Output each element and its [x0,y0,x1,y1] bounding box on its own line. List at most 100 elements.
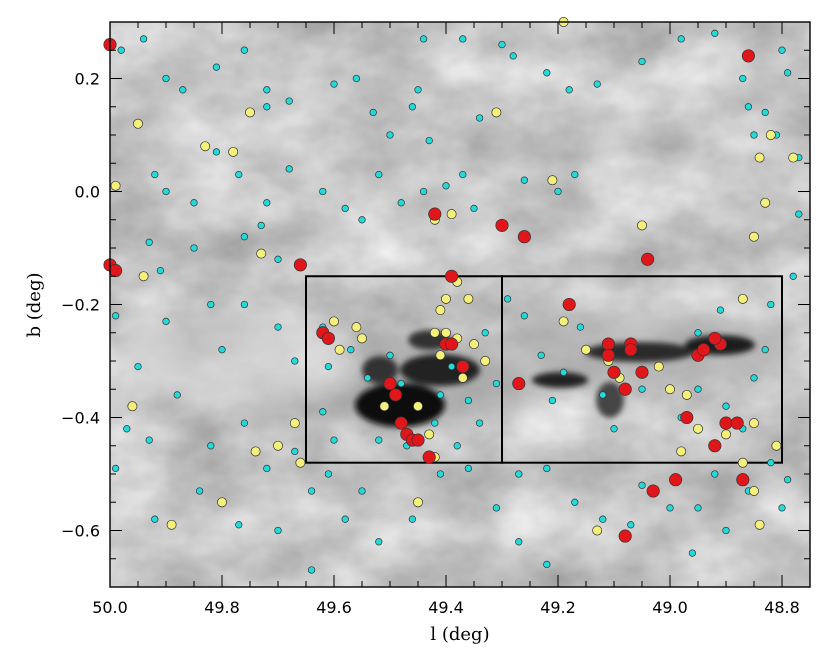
data-point [151,515,159,523]
data-point [754,519,765,530]
data-point [111,464,120,473]
data-point [166,519,177,530]
data-point [760,197,771,208]
data-point [156,266,165,275]
data-point [441,327,451,338]
data-point [445,269,459,283]
data-point [475,114,484,122]
data-point [618,529,632,543]
data-point [413,497,423,508]
data-point [565,86,573,94]
data-point [559,368,568,376]
data-point [459,35,467,43]
data-point [543,69,551,77]
data-point [618,382,632,396]
data-point [470,204,478,213]
data-point [358,487,366,495]
data-point [498,40,506,49]
data-point [352,74,361,83]
data-point [711,29,719,37]
data-point [697,343,711,357]
data-point [515,470,523,478]
background-map [110,22,810,587]
data-point [646,484,660,498]
data-point [207,300,215,309]
data-point [459,170,467,179]
data-point [481,329,489,337]
data-point [537,351,545,359]
data-point [739,74,747,83]
data-point [285,97,293,105]
data-point [133,118,143,129]
region-box-2 [501,275,783,464]
data-point [599,391,607,399]
data-point [419,35,428,43]
data-point [593,80,601,88]
data-point [722,402,730,410]
data-point [389,388,403,402]
data-point [509,52,517,60]
data-point [162,74,170,83]
data-point [408,515,417,523]
data-point [749,486,759,496]
data-point [547,175,558,186]
data-point [543,560,551,569]
data-point [610,425,618,433]
data-point [217,497,227,508]
data-point [414,86,422,94]
data-point [369,108,377,117]
data-point [109,264,123,278]
data-point [744,103,753,111]
data-point [329,316,339,327]
data-point [765,130,776,140]
data-point [749,418,759,429]
data-point [293,258,307,272]
data-point [383,377,397,391]
data-point [397,379,405,388]
x-tick-label: 49.4 [428,598,464,617]
data-point [453,442,461,450]
data-point [162,187,170,196]
data-point [576,323,585,331]
data-point [263,464,271,473]
data-point [235,521,243,529]
data-point [761,346,769,354]
data-point [548,396,557,405]
data-point [145,436,153,444]
data-point [441,293,451,304]
data-point [676,446,687,457]
data-point [737,457,748,468]
y-axis-label: b (deg) [24,273,45,338]
data-point [207,442,215,450]
data-point [767,459,775,467]
data-point [442,182,450,190]
data-point [358,216,366,224]
data-point [750,374,758,382]
data-point [307,487,316,495]
data-point [491,107,502,118]
data-point [788,152,799,163]
data-point [436,470,445,478]
data-point [295,457,306,468]
data-point [736,473,750,487]
data-point [228,146,239,157]
data-point [240,233,249,241]
data-point [321,331,335,345]
data-point [637,220,647,231]
data-point [771,440,782,451]
data-point [351,322,362,333]
x-tick-label: 49.2 [540,598,576,617]
data-point [783,476,792,484]
data-point [190,199,198,207]
data-point [347,346,355,354]
data-point [245,107,255,118]
data-point [117,46,125,54]
data-point [218,346,226,354]
data-point [429,327,440,338]
data-point [669,473,683,487]
data-point [638,57,646,66]
data-point [680,410,694,425]
data-point [330,436,338,444]
data-point [145,238,153,246]
data-point [408,103,417,111]
